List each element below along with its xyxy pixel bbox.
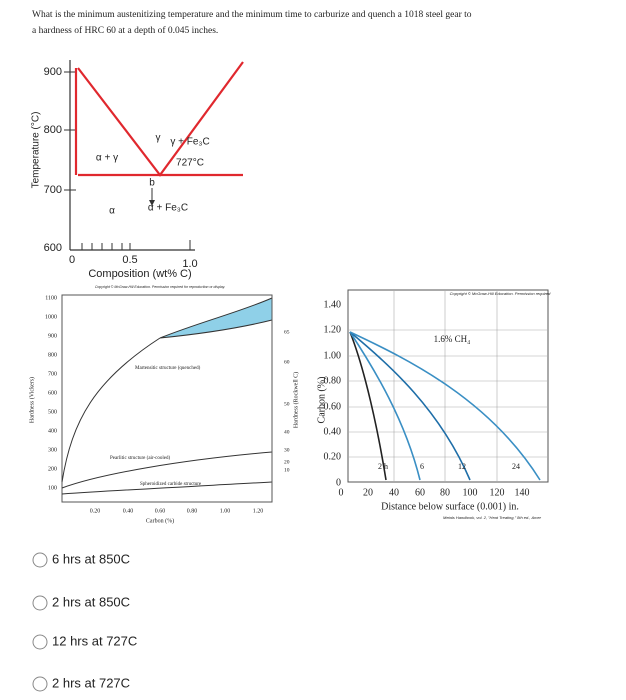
copyright: Copyright © McGraw-Hill Education. Permi… (95, 285, 225, 289)
x-tick-label: 1.00 (220, 508, 231, 514)
ticks (64, 71, 191, 250)
x-tick-label: 1.20 (253, 508, 264, 514)
y-tick-label: 900 (48, 333, 57, 339)
y-tick-label: 0 (336, 477, 341, 488)
copyright: Copyright © McGraw-Hill Education. Permi… (450, 291, 552, 296)
region-label: γ + Fe₃C (170, 137, 209, 148)
radio[interactable] (32, 595, 48, 611)
y-tick-label: 600 (48, 390, 57, 396)
curve-label: Spheroidized carbide structure (140, 482, 202, 487)
y-tick-label: 700 (48, 371, 57, 377)
question-text: What is the minimum austenitizing temper… (32, 10, 472, 20)
y-tick-label: 800 (44, 124, 62, 136)
y-tick-label: 300 (48, 447, 57, 453)
y-tick-label: 800 (48, 352, 57, 358)
atmosphere-label: 1.6% CH₄ (434, 334, 471, 344)
x-tick-label: 0.5 (122, 254, 137, 266)
y2-tick-label: 60 (284, 359, 290, 365)
x-tick-label: 20 (363, 487, 373, 498)
x-tick-label: 80 (440, 487, 450, 498)
curve-label: Pearlitic structure (air-cooled) (110, 456, 170, 461)
phase-boundaries (74, 61, 244, 177)
y-tick-label: 1.40 (324, 299, 342, 310)
y-tick-label: 100 (48, 485, 57, 491)
y-tick-label: 0.40 (324, 426, 342, 437)
x-tick-label: 60 (415, 487, 425, 498)
region-label: γ (156, 133, 161, 144)
radio[interactable] (32, 552, 48, 568)
x-tick-label: 0.20 (90, 508, 101, 514)
x-tick-label: 120 (490, 487, 505, 498)
arrow-head (149, 200, 155, 206)
source: Metals Handbook, vol. 2, "Heat Treating,… (443, 515, 542, 520)
x-tick-label: 40 (389, 487, 399, 498)
region-label: α (109, 206, 115, 217)
curve (61, 337, 161, 483)
y-tick-label: 600 (44, 242, 62, 254)
y2-tick-label: 65 (284, 329, 290, 335)
y2-tick-label: 40 (284, 429, 290, 435)
x-axis-label: Composition (wt% C) (88, 268, 191, 280)
y2-tick-label: 30 (284, 447, 290, 453)
y-tick-label: 400 (48, 428, 57, 434)
curves (349, 331, 541, 481)
y-tick-label: 0.60 (324, 401, 342, 412)
y-tick-label: 1.00 (324, 350, 342, 361)
y-tick-label: 1000 (45, 314, 57, 320)
option-label[interactable]: 2 hrs at 727C (52, 675, 130, 690)
y-tick-label: 500 (48, 409, 57, 415)
y-tick-label: 700 (44, 184, 62, 196)
x-axis-label: Carbon (%) (146, 517, 174, 524)
region-label: 727°C (176, 158, 204, 169)
option-label[interactable]: 6 hrs at 850C (52, 551, 130, 566)
region-label: b (149, 178, 155, 189)
curve-label: Martensitic structure (quenched) (135, 366, 201, 371)
curve (61, 451, 273, 489)
region-label: α + Fe₃C (148, 203, 188, 214)
y2-axis-label: Hardness (Rockwell C) (292, 372, 299, 428)
y-axis-label: Temperature (°C) (31, 112, 42, 189)
option-label[interactable]: 2 hrs at 850C (52, 594, 130, 609)
option-label[interactable]: 12 hrs at 727C (52, 633, 137, 648)
curve-label: 24 (512, 462, 520, 471)
x-tick-label: 0.40 (123, 508, 134, 514)
y-axis-label: Carbon (%) (316, 377, 327, 424)
x-tick-label: 0.80 (187, 508, 198, 514)
radio[interactable] (32, 676, 48, 692)
y-tick-label: 0.80 (324, 375, 342, 386)
plot-frame (61, 294, 273, 503)
y-tick-label: 1100 (45, 295, 57, 301)
question-text: a hardness of HRC 60 at a depth of 0.045… (32, 25, 218, 36)
grid (348, 290, 548, 482)
y2-tick-label: 20 (284, 459, 290, 465)
x-tick-label: 0 (339, 487, 344, 498)
x-tick-label: 0.60 (155, 508, 166, 514)
curve-label: 6 (420, 462, 424, 471)
y-tick-label: 200 (48, 466, 57, 472)
y-tick-label: 900 (44, 66, 62, 78)
curve (61, 481, 273, 495)
y-tick-label: 0.20 (324, 451, 342, 462)
y-axis-label: Hardness (Vickers) (28, 377, 35, 423)
x-axis-label: Distance below surface (0.001) in. (381, 501, 519, 512)
x-tick-label: 1.0 (182, 258, 197, 270)
y-tick-label: 1.20 (324, 324, 342, 335)
curve-label: 2 h (378, 462, 388, 471)
curve-label: 12 (458, 462, 466, 471)
x-tick-label: 100 (463, 487, 478, 498)
x-tick-label: 140 (515, 487, 530, 498)
radio[interactable] (32, 634, 48, 650)
y2-tick-label: 50 (284, 401, 290, 407)
figures (32, 60, 549, 692)
region-label: α + γ (96, 153, 118, 164)
x-tick-label: 0 (69, 254, 75, 266)
y2-tick-label: 10 (284, 467, 290, 473)
